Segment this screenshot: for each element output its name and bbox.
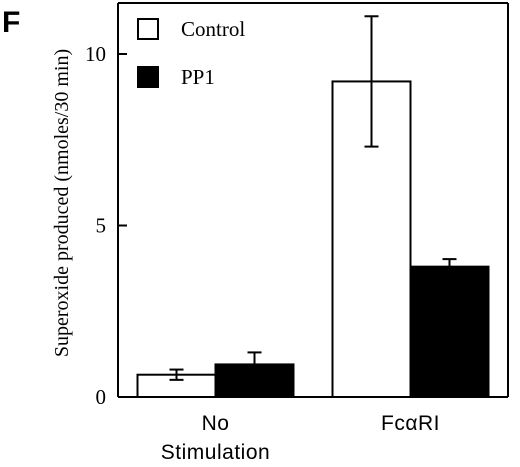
- bars: [136, 80, 490, 399]
- x-tick-labels: No Stimulation FcαRI: [161, 412, 440, 464]
- y-axis-label: Superoxide produced (nmoles/30 min): [51, 49, 73, 357]
- legend: Control PP1: [137, 17, 245, 89]
- bar-1-0: [214, 363, 295, 399]
- x-tick-label: Stimulation: [161, 441, 270, 464]
- y-tick-label: 5: [96, 214, 107, 238]
- panel-letter: F: [2, 6, 20, 39]
- error-bars: [169, 15, 457, 381]
- x-tick-label: No: [202, 412, 230, 435]
- y-ticks: 0 5 10: [85, 42, 127, 409]
- legend-swatch: [137, 66, 159, 88]
- y-tick-label: 0: [96, 385, 107, 409]
- y-tick-label: 10: [85, 42, 106, 66]
- bar-1-1: [409, 265, 490, 398]
- legend-swatch: [137, 18, 159, 40]
- legend-label: PP1: [181, 65, 215, 89]
- legend-label: Control: [181, 17, 245, 41]
- x-tick-label: FcαRI: [381, 412, 440, 435]
